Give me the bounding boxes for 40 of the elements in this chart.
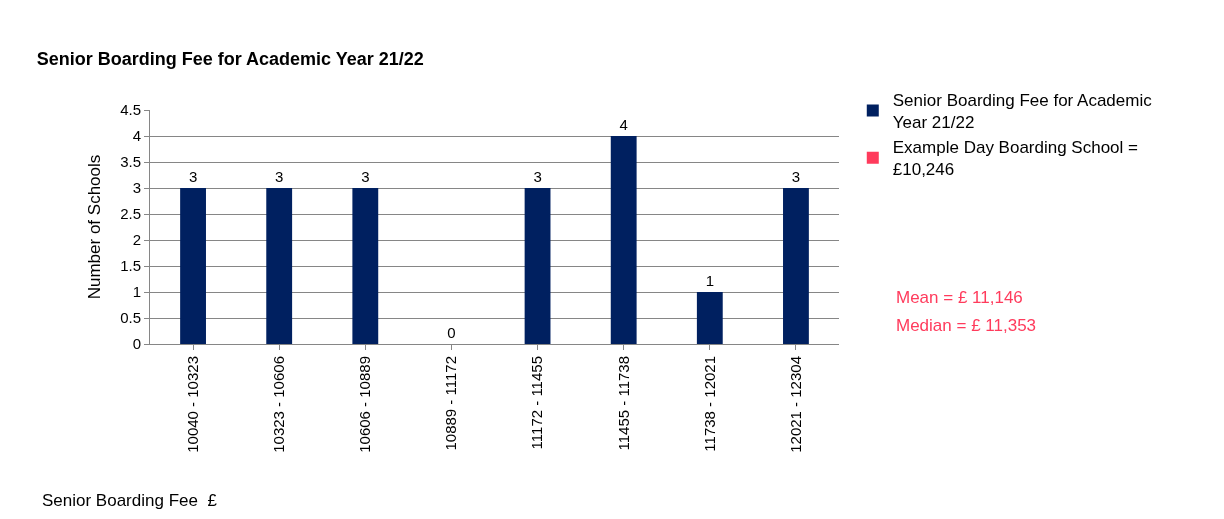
data-label: 3 (188, 168, 198, 185)
bar (266, 188, 293, 344)
y-tick-label: 2.5 (120, 205, 141, 223)
data-label: 3 (791, 168, 801, 185)
y-tick-label: 4 (132, 127, 141, 145)
x-tick-label: 10040 - 10323 (183, 356, 201, 453)
data-label: 3 (275, 168, 284, 185)
y-tick-label: 0 (132, 335, 141, 353)
data-label: 4 (619, 116, 628, 133)
y-tick-label: 4.5 (120, 101, 141, 119)
bar (696, 292, 723, 344)
x-tick-label: 11172 - 11455 (528, 356, 546, 450)
text: Median = £ 11,353 (896, 316, 1037, 335)
bar (610, 136, 637, 344)
y-tick-label: 2 (132, 231, 141, 249)
bar (352, 188, 379, 344)
y-axis-title: Number of Schools (84, 154, 104, 300)
y-tick-label: 3 (132, 179, 141, 197)
x-tick-label: 10323 - 10606 (270, 356, 288, 453)
chart-title: Senior Boarding Fee for Academic Year 21/22 (36, 48, 424, 69)
legend-label: Senior Boarding Fee for Academic Year 21/22 (892, 91, 1153, 133)
bar (524, 188, 551, 344)
legend-label: Example Day Boarding School = £10,246 (892, 138, 1139, 180)
x-axis-title: Senior Boarding Fee £ (42, 491, 218, 510)
data-label: 1 (705, 272, 714, 289)
x-tick-label: 11738 - 12021 (700, 356, 718, 452)
y-tick-label: 1.5 (120, 257, 141, 275)
data-label: 0 (447, 324, 456, 341)
y-tick-label: 3.5 (120, 153, 141, 171)
x-tick-label: 12021 - 12304 (786, 356, 804, 453)
x-tick-label: 10889 - 11172 (442, 356, 460, 451)
bar (180, 188, 206, 344)
x-tick-label: 10606 - 10889 (356, 356, 374, 453)
y-tick-label: 1 (132, 283, 141, 301)
data-label: 3 (533, 168, 542, 185)
data-label: 3 (361, 168, 370, 185)
bar (783, 188, 809, 344)
y-tick-label: 0.5 (120, 309, 141, 327)
x-tick-label: 11455 - 11738 (614, 356, 632, 451)
text: Mean = £ 11,146 (896, 288, 1023, 307)
